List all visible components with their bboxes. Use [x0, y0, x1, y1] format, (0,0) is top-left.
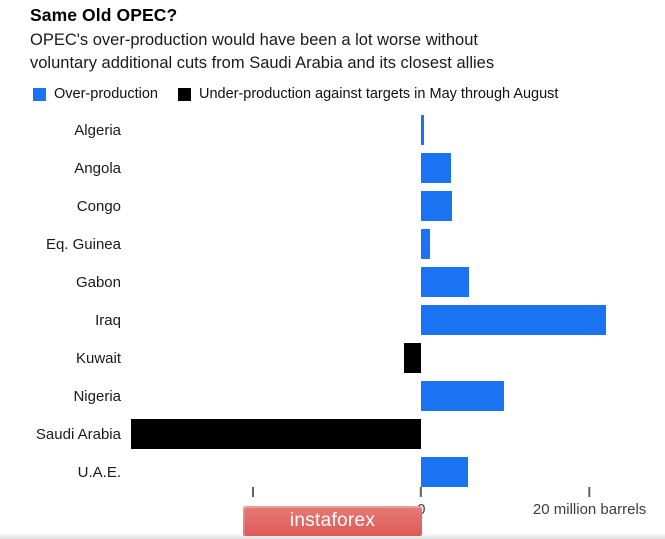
bar-angola	[421, 153, 451, 183]
plot-area	[130, 267, 662, 297]
bar-gabon	[421, 267, 470, 297]
bar-congo	[421, 191, 453, 221]
plot-area	[130, 305, 662, 335]
chart-subtitle-line-2: voluntary additional cuts from Saudi Ara…	[30, 53, 495, 72]
chart-row: Gabon	[0, 263, 665, 301]
axis-tick	[251, 487, 254, 501]
legend-item-under-production: Under-production against targets in May …	[177, 86, 559, 102]
chart-row: Iraq	[0, 301, 665, 339]
bar-kuwait	[403, 343, 422, 373]
tick-label: 20 million barrels	[532, 501, 647, 518]
category-label: Gabon	[75, 273, 121, 291]
plot-area	[130, 229, 662, 259]
category-label: Kuwait	[75, 349, 121, 367]
category-label: Iraq	[95, 311, 121, 329]
instaforex-watermark-label: instaforex	[289, 510, 376, 531]
chart-row: U.A.E.	[0, 453, 665, 491]
bar-nigeria	[421, 381, 504, 411]
legend-swatch-under-production-icon	[177, 87, 191, 101]
legend: Over-production Under-production against…	[33, 86, 578, 102]
plot-area	[130, 381, 662, 411]
chart-row: Kuwait	[0, 339, 665, 377]
plot-area	[130, 191, 662, 221]
chart-subtitle: OPEC's over-production would have been a…	[30, 29, 494, 74]
chart-row: Saudi Arabia	[0, 415, 665, 453]
plot-area	[130, 343, 662, 373]
chart-row: Nigeria	[0, 377, 665, 415]
plot-area	[130, 457, 662, 487]
chart-row: Eq. Guinea	[0, 225, 665, 263]
plot-area	[130, 153, 662, 183]
bar-saudi-arabia	[130, 419, 422, 449]
category-label: Nigeria	[73, 387, 121, 405]
chart-row: Algeria	[0, 111, 665, 149]
plot-area	[130, 419, 662, 449]
tick-mark-icon	[420, 487, 423, 497]
chart-row: Angola	[0, 149, 665, 187]
chart-subtitle-line-1: OPEC's over-production would have been a…	[30, 31, 478, 49]
bar-algeria	[421, 115, 424, 145]
chart-row: Congo	[0, 187, 665, 225]
chart-title: Same Old OPEC?	[30, 5, 178, 25]
axis-tick: 20 million barrels	[533, 487, 646, 518]
category-label: U.A.E.	[77, 463, 121, 481]
tick-mark-icon	[588, 487, 591, 497]
category-label: Saudi Arabia	[35, 425, 121, 443]
instaforex-watermark[interactable]: instaforex	[243, 506, 422, 536]
bar-u-a-e	[421, 457, 469, 487]
chart-rows: Algeria Angola Congo Eq. Guinea Gabon Iraq Kuw…	[0, 111, 665, 491]
category-label: Congo	[76, 197, 121, 215]
plot-area	[130, 115, 662, 145]
legend-swatch-over-production-icon	[33, 87, 46, 101]
legend-label-over-production: Over-production	[54, 86, 158, 102]
bottom-edge-divider	[0, 533, 665, 539]
bar-iraq	[421, 305, 607, 335]
category-label: Angola	[74, 159, 121, 177]
category-label: Algeria	[74, 121, 121, 139]
bar-eq-guinea	[421, 229, 430, 259]
category-label: Eq. Guinea	[45, 235, 121, 253]
legend-label-under-production: Under-production against targets in May …	[198, 86, 559, 102]
tick-mark-icon	[251, 487, 254, 497]
legend-item-over-production: Over-production	[33, 86, 158, 102]
